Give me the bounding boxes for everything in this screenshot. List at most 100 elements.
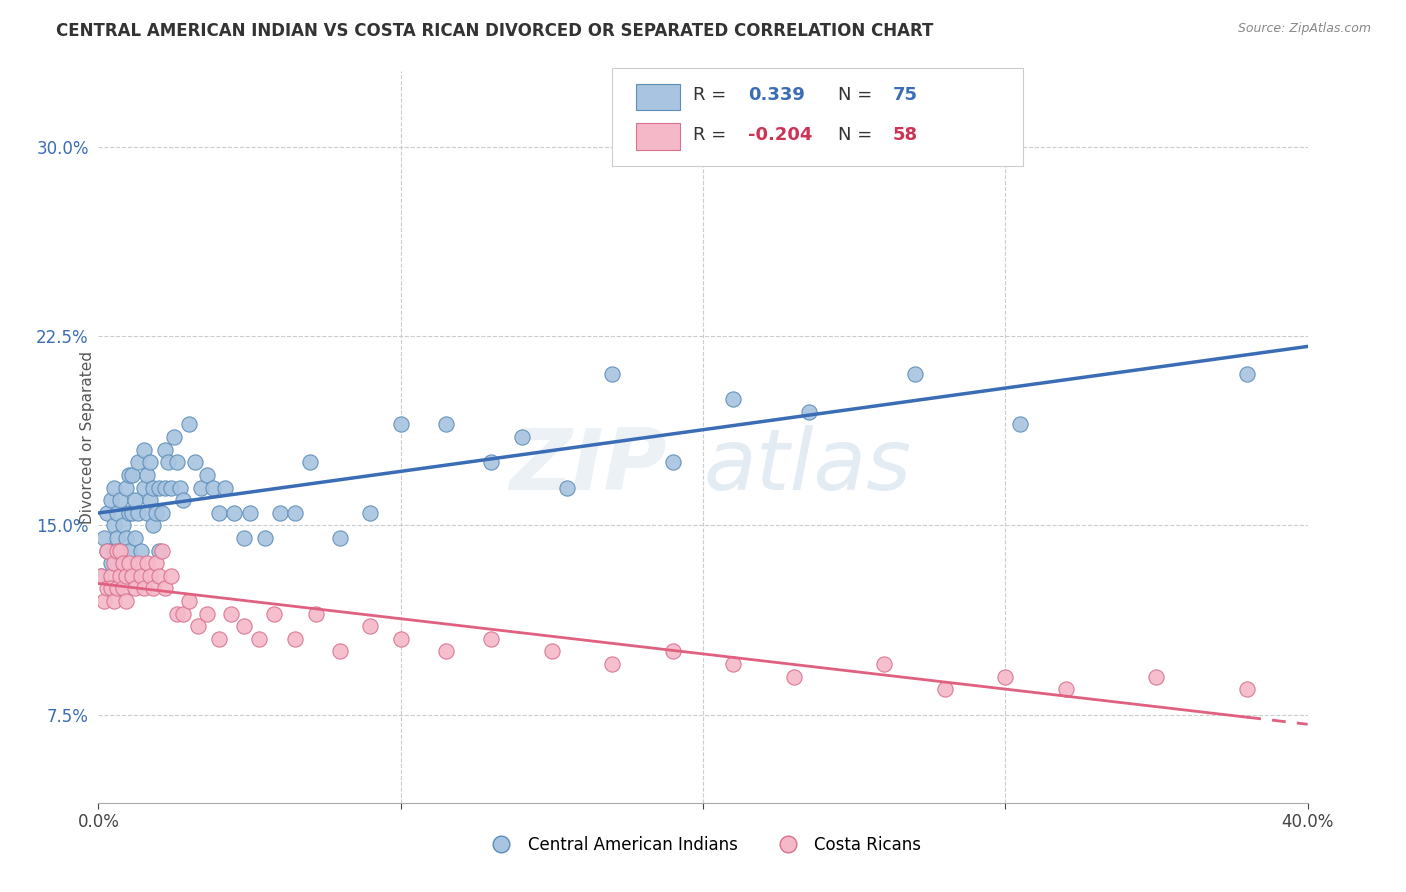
Y-axis label: Divorced or Separated: Divorced or Separated bbox=[80, 351, 94, 524]
Text: Source: ZipAtlas.com: Source: ZipAtlas.com bbox=[1237, 22, 1371, 36]
Point bbox=[253, 531, 276, 545]
Point bbox=[1054, 682, 1077, 697]
Point bbox=[111, 556, 134, 570]
Point bbox=[661, 455, 683, 469]
Point bbox=[90, 569, 112, 583]
Point bbox=[121, 569, 143, 583]
Point bbox=[105, 582, 128, 596]
Point bbox=[329, 531, 352, 545]
Point bbox=[103, 556, 125, 570]
Text: R =: R = bbox=[693, 126, 733, 144]
Point bbox=[114, 569, 136, 583]
Point bbox=[145, 556, 167, 570]
Point bbox=[121, 506, 143, 520]
Point bbox=[434, 644, 457, 658]
Point bbox=[148, 481, 170, 495]
Point bbox=[100, 569, 122, 583]
Point bbox=[190, 481, 212, 495]
Point bbox=[139, 569, 162, 583]
Point bbox=[284, 632, 307, 646]
Point bbox=[105, 506, 128, 520]
Text: N =: N = bbox=[838, 126, 879, 144]
Point bbox=[148, 543, 170, 558]
Point bbox=[1010, 417, 1032, 432]
Point bbox=[114, 594, 136, 608]
Point bbox=[602, 657, 624, 671]
Point bbox=[239, 506, 262, 520]
Point bbox=[118, 556, 141, 570]
Point bbox=[127, 506, 149, 520]
Point bbox=[127, 556, 149, 570]
Point bbox=[135, 467, 157, 482]
Point bbox=[129, 569, 152, 583]
Point bbox=[139, 493, 162, 508]
Point bbox=[904, 367, 927, 381]
Point bbox=[360, 619, 382, 633]
Point bbox=[184, 455, 207, 469]
Point bbox=[150, 543, 173, 558]
Text: atlas: atlas bbox=[703, 425, 911, 508]
Point bbox=[540, 644, 562, 658]
Point bbox=[153, 582, 176, 596]
Point bbox=[510, 430, 533, 444]
Point bbox=[135, 506, 157, 520]
Point bbox=[723, 392, 745, 407]
Point bbox=[114, 481, 136, 495]
Point bbox=[247, 632, 270, 646]
Point bbox=[100, 556, 122, 570]
Text: -0.204: -0.204 bbox=[748, 126, 813, 144]
Point bbox=[148, 569, 170, 583]
Point bbox=[169, 481, 191, 495]
Point bbox=[114, 531, 136, 545]
Point bbox=[156, 455, 179, 469]
Point bbox=[1144, 670, 1167, 684]
Point bbox=[195, 467, 218, 482]
Point bbox=[284, 506, 307, 520]
Point bbox=[1236, 682, 1258, 697]
Point bbox=[208, 506, 231, 520]
Point bbox=[127, 455, 149, 469]
Point bbox=[105, 543, 128, 558]
Point bbox=[132, 442, 155, 457]
Point bbox=[103, 543, 125, 558]
Point bbox=[555, 481, 578, 495]
Point bbox=[481, 632, 503, 646]
Text: 58: 58 bbox=[893, 126, 918, 144]
Point bbox=[129, 543, 152, 558]
Point bbox=[103, 518, 125, 533]
Point bbox=[723, 657, 745, 671]
Text: 0.339: 0.339 bbox=[748, 87, 804, 104]
Point bbox=[118, 506, 141, 520]
Point bbox=[124, 582, 146, 596]
Point bbox=[360, 506, 382, 520]
Point bbox=[142, 518, 165, 533]
Text: 75: 75 bbox=[893, 87, 918, 104]
Point bbox=[163, 430, 186, 444]
Point bbox=[124, 493, 146, 508]
Point bbox=[96, 582, 118, 596]
Point bbox=[118, 543, 141, 558]
Point bbox=[90, 569, 112, 583]
Point bbox=[153, 442, 176, 457]
Point bbox=[305, 607, 328, 621]
Text: ZIP: ZIP bbox=[509, 425, 666, 508]
Point bbox=[208, 632, 231, 646]
Point bbox=[224, 506, 246, 520]
Point bbox=[135, 556, 157, 570]
Text: N =: N = bbox=[838, 87, 879, 104]
Point bbox=[100, 582, 122, 596]
Point bbox=[166, 607, 188, 621]
Point bbox=[111, 518, 134, 533]
Point bbox=[93, 531, 115, 545]
Point bbox=[96, 506, 118, 520]
Point bbox=[1236, 367, 1258, 381]
Point bbox=[111, 582, 134, 596]
Point bbox=[481, 455, 503, 469]
Point bbox=[118, 467, 141, 482]
Point bbox=[179, 417, 201, 432]
Point bbox=[172, 607, 194, 621]
Point bbox=[195, 607, 218, 621]
Point bbox=[202, 481, 225, 495]
Point bbox=[214, 481, 236, 495]
Point bbox=[121, 467, 143, 482]
